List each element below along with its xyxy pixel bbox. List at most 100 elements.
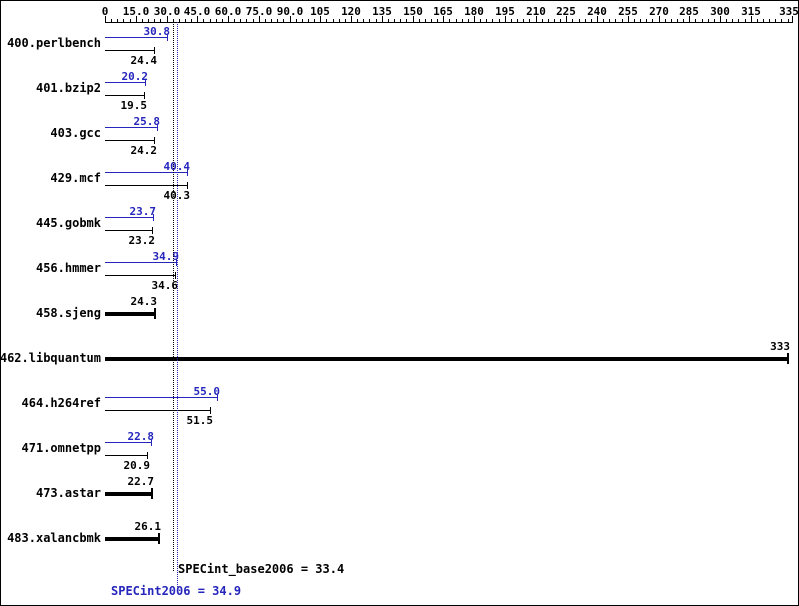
x-axis-minor-tick — [246, 19, 247, 22]
x-axis-minor-tick — [142, 19, 143, 22]
x-axis-minor-tick — [726, 19, 727, 22]
x-axis-minor-tick — [788, 19, 789, 22]
x-axis-minor-tick — [345, 19, 346, 22]
x-axis-tick-label: 315 — [741, 5, 761, 18]
x-axis-minor-tick — [738, 19, 739, 22]
peak-bar — [105, 397, 218, 398]
peak-bar-endcap-icon — [153, 214, 154, 221]
x-axis-minor-tick — [511, 19, 512, 22]
x-axis-major-tick — [290, 16, 291, 22]
x-axis-minor-tick — [708, 19, 709, 22]
x-axis-minor-tick — [769, 19, 770, 22]
x-axis-major-tick — [792, 16, 793, 22]
x-axis-tick-label: 225 — [556, 5, 576, 18]
x-axis-tick-label: 90.0 — [276, 5, 304, 18]
x-axis-minor-tick — [222, 19, 223, 22]
category-label: 458.sjeng — [35, 306, 101, 320]
base-bar-endcap-icon — [158, 533, 160, 544]
x-axis-minor-tick — [425, 19, 426, 22]
x-axis-minor-tick — [271, 19, 272, 22]
peak-value-label: 40.4 — [163, 160, 191, 173]
x-axis-minor-tick — [369, 19, 370, 22]
x-axis-major-tick — [167, 16, 168, 22]
x-axis-major-tick — [659, 16, 660, 22]
x-axis-minor-tick — [326, 19, 327, 22]
peak-value-label: 55.0 — [193, 385, 221, 398]
x-axis-tick-label: 120 — [341, 5, 361, 18]
x-axis-tick-label: 0 — [101, 5, 109, 18]
peak-value-label: 23.7 — [129, 205, 157, 218]
category-label: 445.gobmk — [35, 216, 101, 230]
x-axis-tick-label: 30.0 — [153, 5, 181, 18]
base-bar-endcap-icon — [175, 272, 176, 279]
x-axis-minor-tick — [388, 19, 389, 22]
x-axis-major-tick — [259, 16, 260, 22]
x-axis-minor-tick — [203, 19, 204, 22]
base-bar — [105, 50, 155, 51]
x-axis-tick-label: 335 — [779, 5, 799, 18]
x-axis-minor-tick — [210, 19, 211, 22]
base-value-label: 24.2 — [130, 144, 158, 157]
x-axis-minor-tick — [160, 19, 161, 22]
peak-bar-endcap-icon — [151, 439, 152, 446]
category-label: 401.bzip2 — [35, 81, 101, 95]
x-axis-minor-tick — [117, 19, 118, 22]
x-axis-minor-tick — [585, 19, 586, 22]
x-axis-major-tick — [566, 16, 567, 22]
x-axis-major-tick — [689, 16, 690, 22]
x-axis-minor-tick — [548, 19, 549, 22]
base-bar — [105, 275, 176, 276]
x-axis-minor-tick — [234, 19, 235, 22]
x-axis-minor-tick — [603, 19, 604, 22]
x-axis-minor-tick — [400, 19, 401, 22]
x-axis-minor-tick — [523, 19, 524, 22]
base-bar-endcap-icon — [154, 47, 155, 54]
category-label: 456.hmmer — [35, 261, 101, 275]
peak-bar-endcap-icon — [217, 394, 218, 401]
x-axis-minor-tick — [677, 19, 678, 22]
x-axis-major-tick — [320, 16, 321, 22]
x-axis-tick-label: 240 — [587, 5, 607, 18]
x-axis-minor-tick — [615, 19, 616, 22]
x-axis-minor-tick — [763, 19, 764, 22]
x-axis-minor-tick — [308, 19, 309, 22]
x-axis-minor-tick — [185, 19, 186, 22]
peak-bar — [105, 172, 188, 173]
x-axis-tick-label: 105 — [310, 5, 330, 18]
x-axis-major-tick — [382, 16, 383, 22]
base-bar — [105, 492, 152, 496]
x-axis-minor-tick — [775, 19, 776, 22]
base-mean-line — [173, 22, 174, 571]
x-axis-minor-tick — [431, 19, 432, 22]
x-axis-major-tick — [505, 16, 506, 22]
base-value-label: 333 — [770, 340, 790, 353]
peak-bar-endcap-icon — [145, 79, 146, 86]
peak-bar — [105, 127, 158, 128]
x-axis-minor-tick — [437, 19, 438, 22]
category-label: 429.mcf — [50, 171, 101, 185]
x-axis-line — [105, 22, 793, 23]
base-value-label: 51.5 — [186, 414, 214, 427]
base-bar — [105, 357, 788, 361]
x-axis-major-tick — [197, 16, 198, 22]
x-axis-minor-tick — [517, 19, 518, 22]
base-value-label: 20.9 — [123, 459, 151, 472]
x-axis-minor-tick — [499, 19, 500, 22]
x-axis-minor-tick — [640, 19, 641, 22]
base-bar-endcap-icon — [187, 182, 188, 189]
x-axis-tick-label: 15.0 — [122, 5, 150, 18]
x-axis-minor-tick — [314, 19, 315, 22]
base-bar — [105, 140, 155, 141]
x-axis-minor-tick — [265, 19, 266, 22]
x-axis-minor-tick — [622, 19, 623, 22]
x-axis-minor-tick — [154, 19, 155, 22]
x-axis-minor-tick — [376, 19, 377, 22]
base-value-label: 34.6 — [151, 279, 179, 292]
base-value-label: 24.3 — [130, 295, 158, 308]
category-label: 483.xalancbmk — [7, 531, 101, 545]
x-axis-minor-tick — [554, 19, 555, 22]
x-axis-minor-tick — [449, 19, 450, 22]
x-axis-minor-tick — [591, 19, 592, 22]
peak-value-label: 22.8 — [127, 430, 155, 443]
